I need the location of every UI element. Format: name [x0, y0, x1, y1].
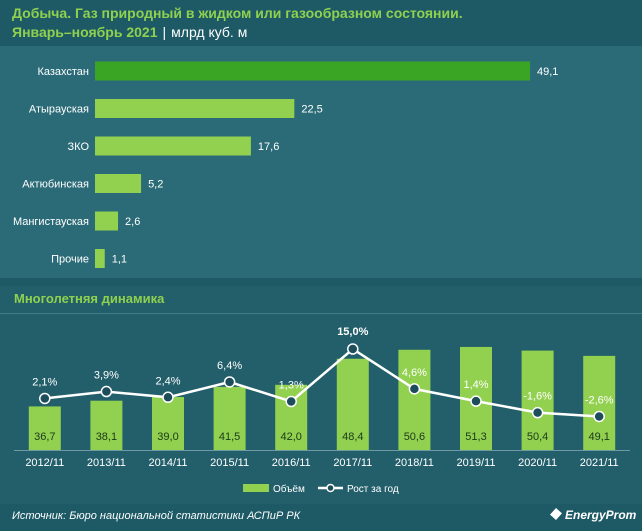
volume-label: 48,4	[342, 431, 363, 443]
volume-label: 49,1	[588, 431, 609, 443]
volume-label: 51,3	[465, 431, 486, 443]
growth-point	[223, 376, 236, 388]
growth-label: 4,6%	[402, 367, 427, 379]
volume-bar	[336, 358, 369, 450]
growth-label: 1,3%	[279, 380, 304, 392]
volume-bar	[398, 349, 431, 450]
brand-logo: EnergyProm	[550, 508, 636, 522]
period-label: Январь–ноябрь 2021	[12, 24, 158, 40]
legend-label-growth: Рост за год	[347, 484, 399, 495]
bar	[95, 61, 530, 81]
x-tick-label: 2018/11	[395, 457, 434, 469]
x-tick-label: 2013/11	[87, 457, 126, 469]
x-tick-label: 2019/11	[457, 457, 496, 469]
data-label: 2,6	[125, 216, 140, 228]
growth-point	[347, 343, 359, 355]
legend-marker-growth	[326, 483, 335, 493]
growth-point	[285, 395, 297, 408]
bar	[95, 211, 119, 231]
header: Добыча. Газ природный в жидком или газоо…	[0, 0, 642, 44]
growth-label: 2,4%	[155, 375, 180, 387]
growth-label: 2,1%	[32, 376, 57, 388]
unit-label: млрд куб. м	[171, 24, 248, 40]
growth-point	[408, 383, 421, 395]
volume-label: 36,7	[34, 431, 55, 443]
energyprom-logo-icon	[550, 508, 562, 520]
data-label: 22,5	[301, 104, 322, 116]
growth-line	[44, 347, 600, 418]
data-label: 5,2	[148, 179, 163, 191]
growth-label: 3,9%	[94, 370, 119, 382]
chart-subtitle: Январь–ноябрь 2021 | млрд куб. м	[12, 24, 247, 40]
growth-point	[470, 395, 482, 407]
data-label: 49,1	[537, 66, 558, 78]
volume-bar	[275, 384, 308, 450]
growth-point	[39, 392, 51, 405]
volume-bar	[28, 406, 61, 450]
divider	[0, 313, 642, 314]
volume-bar	[213, 386, 246, 450]
growth-point	[100, 385, 113, 398]
volume-bar	[152, 397, 184, 450]
growth-label: -1,6%	[523, 391, 552, 403]
category-label: Мангистауская	[13, 216, 89, 228]
growth-label: 6,4%	[217, 360, 242, 372]
category-label: Казахстан	[37, 66, 89, 78]
volume-bar	[521, 350, 554, 450]
x-tick-label: 2021/11	[580, 457, 619, 469]
data-label: 1,1	[112, 254, 127, 266]
category-label: Актюбинская	[22, 179, 89, 191]
volume-label: 39,0	[157, 431, 178, 443]
legend-label-volume: Объём	[273, 483, 305, 495]
regional-chart-panel	[0, 46, 642, 278]
volume-label: 41,5	[219, 431, 240, 443]
x-tick-label: 2017/11	[333, 457, 372, 469]
growth-point	[593, 410, 605, 423]
legend-swatch-volume	[243, 484, 269, 492]
chart-title: Добыча. Газ природный в жидком или газоо…	[12, 5, 463, 21]
brand-name: EnergyProm	[565, 508, 637, 522]
volume-label: 38,1	[96, 431, 117, 443]
x-tick-label: 2020/11	[518, 457, 557, 469]
growth-label: -2,6%	[585, 394, 614, 406]
category-label: ЗКО	[68, 141, 90, 153]
bar	[95, 249, 105, 268]
growth-point	[531, 406, 544, 419]
growth-point	[162, 391, 174, 404]
volume-label: 50,4	[527, 431, 548, 443]
data-label: 17,6	[258, 141, 279, 153]
bar	[95, 174, 142, 193]
growth-label: 15,0%	[337, 326, 368, 338]
growth-label: 1,4%	[463, 379, 488, 391]
category-label: Прочие	[51, 254, 89, 266]
x-tick-label: 2012/11	[25, 457, 64, 469]
bar	[95, 136, 251, 156]
category-label: Атырауская	[29, 104, 89, 116]
volume-bar	[90, 400, 123, 450]
x-tick-label: 2014/11	[149, 457, 188, 469]
volume-label: 42,0	[280, 431, 301, 443]
volume-label: 50,6	[404, 431, 425, 443]
bar	[95, 99, 295, 118]
x-tick-label: 2015/11	[210, 457, 249, 469]
x-tick-label: 2016/11	[272, 457, 311, 469]
separator: |	[162, 24, 167, 40]
dynamics-title: Многолетняя динамика	[14, 291, 165, 306]
source-note: Источник: Бюро национальной статистики А…	[12, 510, 301, 522]
volume-bar	[583, 355, 616, 450]
